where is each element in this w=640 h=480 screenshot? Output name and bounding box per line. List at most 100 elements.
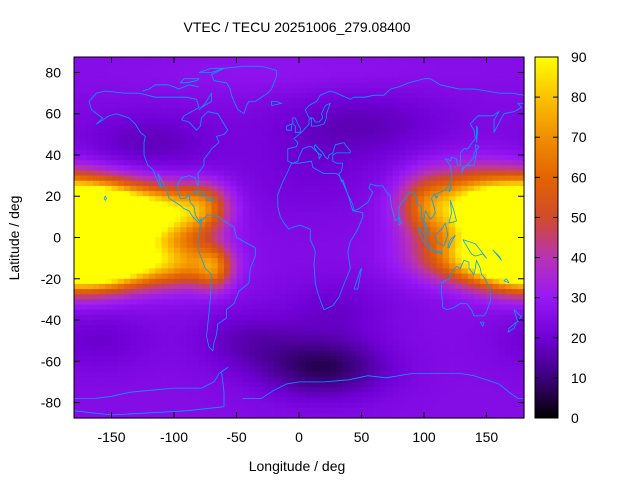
heatmap-cell	[324, 335, 331, 342]
heatmap-cell	[249, 211, 256, 218]
heatmap-cell	[167, 211, 175, 218]
heatmap-cell	[230, 402, 238, 409]
heatmap-cell	[361, 149, 369, 156]
heatmap-cell	[361, 366, 369, 373]
heatmap-cell	[130, 314, 138, 321]
heatmap-cell	[424, 407, 431, 414]
heatmap-cell	[249, 330, 256, 337]
heatmap-cell	[136, 252, 144, 259]
heatmap-cell	[280, 252, 288, 259]
heatmap-cell	[274, 314, 281, 321]
heatmap-cell	[411, 273, 419, 280]
heatmap-cell	[174, 222, 181, 228]
heatmap-cell	[411, 160, 419, 166]
heatmap-cell	[167, 314, 175, 321]
heatmap-cell	[249, 273, 256, 280]
heatmap-cell	[186, 397, 194, 404]
heatmap-cell	[286, 330, 294, 337]
heatmap-cell	[280, 335, 288, 342]
heatmap-cell	[436, 340, 444, 347]
heatmap-cell	[124, 412, 131, 419]
heatmap-cell	[411, 232, 419, 239]
heatmap-cell	[130, 381, 138, 388]
heatmap-cell	[374, 366, 381, 373]
heatmap-cell	[192, 252, 200, 259]
heatmap-cell	[349, 299, 356, 306]
heatmap-cell	[474, 175, 481, 182]
heatmap-cell	[192, 222, 200, 228]
heatmap-cell	[455, 87, 463, 94]
heatmap-cell	[417, 191, 425, 197]
heatmap-cell	[299, 93, 306, 99]
heatmap-cell	[161, 325, 169, 331]
heatmap-cell	[467, 278, 475, 285]
heatmap-cell	[349, 154, 356, 161]
heatmap-cell	[249, 72, 256, 79]
heatmap-cell	[174, 335, 181, 342]
heatmap-cell	[380, 216, 388, 223]
heatmap-cell	[467, 263, 475, 270]
heatmap-cell	[186, 242, 194, 249]
heatmap-cell	[511, 402, 519, 409]
heatmap-cell	[142, 314, 150, 321]
heatmap-cell	[224, 371, 231, 378]
heatmap-cell	[499, 62, 506, 68]
heatmap-cell	[517, 345, 525, 352]
heatmap-cell	[517, 397, 525, 404]
heatmap-cell	[99, 366, 106, 373]
heatmap-cell	[330, 144, 338, 151]
heatmap-cell	[324, 314, 331, 321]
heatmap-cell	[517, 191, 525, 197]
heatmap-cell	[292, 201, 300, 208]
heatmap-cell	[499, 278, 506, 285]
heatmap-cell	[342, 258, 350, 264]
heatmap-cell	[505, 340, 513, 347]
heatmap-cell	[492, 72, 500, 79]
heatmap-cell	[211, 402, 219, 409]
heatmap-cell	[186, 103, 194, 110]
heatmap-cell	[86, 397, 94, 404]
heatmap-cell	[155, 185, 163, 192]
heatmap-cell	[149, 67, 156, 74]
heatmap-cell	[461, 330, 469, 337]
heatmap-cell	[161, 113, 169, 120]
heatmap-cell	[211, 263, 219, 270]
heatmap-cell	[174, 67, 181, 74]
heatmap-cell	[342, 397, 350, 404]
heatmap-cell	[167, 268, 175, 275]
heatmap-cell	[367, 160, 375, 166]
heatmap-cell	[424, 185, 431, 192]
heatmap-cell	[492, 325, 500, 331]
heatmap-cell	[117, 314, 125, 321]
heatmap-cell	[424, 77, 431, 84]
heatmap-cell	[155, 118, 163, 125]
heatmap-cell	[474, 330, 481, 337]
heatmap-cell	[111, 206, 119, 213]
heatmap-cell	[286, 325, 294, 331]
heatmap-cell	[386, 340, 394, 347]
heatmap-cell	[92, 294, 100, 300]
heatmap-cell	[174, 206, 181, 213]
heatmap-cell	[449, 263, 456, 270]
heatmap-cell	[155, 57, 163, 63]
heatmap-cell	[167, 113, 175, 120]
heatmap-cell	[511, 72, 519, 79]
heatmap-cell	[455, 191, 463, 197]
heatmap-cell	[211, 381, 219, 388]
heatmap-cell	[505, 191, 513, 197]
heatmap-cell	[261, 67, 269, 74]
heatmap-cell	[517, 381, 525, 388]
heatmap-cell	[292, 232, 300, 239]
heatmap-cell	[180, 232, 188, 239]
heatmap-cell	[180, 387, 188, 393]
heatmap-cell	[367, 392, 375, 398]
heatmap-cell	[411, 381, 419, 388]
heatmap-cell	[430, 87, 438, 94]
heatmap-cell	[461, 397, 469, 404]
heatmap-cell	[505, 258, 513, 264]
heatmap-cell	[474, 72, 481, 79]
heatmap-cell	[205, 283, 213, 290]
heatmap-cell	[224, 340, 231, 347]
heatmap-cell	[205, 376, 213, 383]
heatmap-cell	[174, 211, 181, 218]
